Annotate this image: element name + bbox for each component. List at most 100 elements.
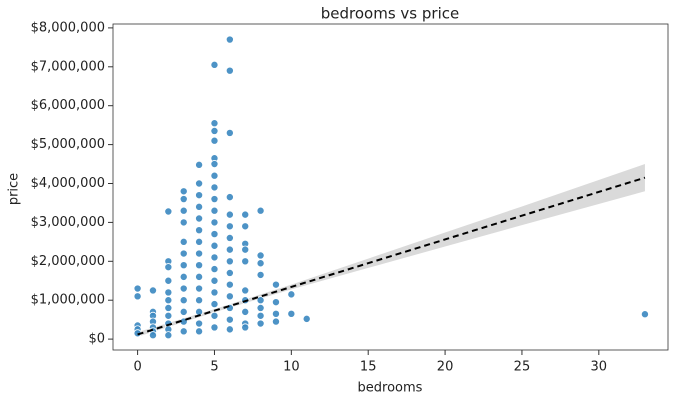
point <box>225 233 234 242</box>
x-tick-label: 0 <box>133 360 141 375</box>
y-tick-label: $2,000,000 <box>31 254 105 269</box>
point <box>195 261 204 270</box>
point <box>195 237 204 246</box>
x-tick-label: 10 <box>283 360 300 375</box>
point <box>225 257 234 266</box>
regression-line <box>137 176 646 336</box>
point <box>195 202 204 211</box>
point <box>225 268 234 277</box>
point <box>179 195 188 204</box>
confidence-band <box>137 164 645 337</box>
y-tick-label: $1,000,000 <box>31 293 105 308</box>
point <box>225 128 234 137</box>
x-tick-label: 5 <box>210 360 218 375</box>
point <box>210 136 219 145</box>
point <box>225 66 234 75</box>
point <box>195 296 204 305</box>
x-tick-label: 15 <box>360 360 377 375</box>
point <box>225 315 234 324</box>
point <box>256 259 265 268</box>
point <box>271 317 280 326</box>
point <box>210 241 219 250</box>
point <box>210 311 219 320</box>
point <box>195 179 204 188</box>
point <box>210 206 219 215</box>
point <box>241 286 250 295</box>
point <box>164 207 173 216</box>
point <box>210 288 219 297</box>
point <box>133 284 142 293</box>
y-tick-label: $4,000,000 <box>31 176 105 191</box>
point <box>225 303 234 312</box>
point <box>241 257 250 266</box>
point <box>164 296 173 305</box>
point <box>179 296 188 305</box>
point <box>225 222 234 231</box>
point <box>164 263 173 272</box>
x-axis-label: bedrooms <box>358 381 423 396</box>
point <box>210 171 219 180</box>
point <box>195 319 204 328</box>
point <box>164 276 173 285</box>
y-tick-label: $8,000,000 <box>31 20 105 35</box>
point <box>179 206 188 215</box>
point <box>148 331 157 340</box>
point <box>195 249 204 258</box>
y-tick-label: $3,000,000 <box>31 215 105 230</box>
point <box>179 237 188 246</box>
x-tick-label: 20 <box>437 360 454 375</box>
point <box>256 319 265 328</box>
point <box>210 183 219 192</box>
x-tick-label: 30 <box>591 360 608 375</box>
point <box>148 286 157 295</box>
point <box>210 276 219 285</box>
point <box>210 160 219 169</box>
point <box>195 226 204 235</box>
point <box>287 309 296 318</box>
point <box>210 300 219 309</box>
point <box>210 253 219 262</box>
y-tick-label: $0 <box>88 332 105 347</box>
point <box>302 314 311 323</box>
point <box>241 245 250 254</box>
point <box>241 210 250 219</box>
point <box>179 284 188 293</box>
point <box>225 35 234 44</box>
point <box>210 323 219 332</box>
point <box>210 230 219 239</box>
point <box>179 327 188 336</box>
point <box>225 193 234 202</box>
point <box>225 245 234 254</box>
y-tick-label: $6,000,000 <box>31 98 105 113</box>
y-tick-label: $5,000,000 <box>31 137 105 152</box>
plot-frame <box>112 23 669 351</box>
point <box>195 214 204 223</box>
point <box>179 307 188 316</box>
point <box>256 311 265 320</box>
point <box>241 323 250 332</box>
point <box>256 206 265 215</box>
point <box>241 222 250 231</box>
point <box>195 160 204 169</box>
point <box>640 310 649 319</box>
point <box>256 270 265 279</box>
point <box>179 272 188 281</box>
point <box>271 298 280 307</box>
point <box>271 309 280 318</box>
y-tick-label: $7,000,000 <box>31 59 105 74</box>
point <box>256 251 265 260</box>
x-tick-label: 25 <box>514 360 531 375</box>
chart-title: bedrooms vs price <box>321 5 459 23</box>
point <box>210 218 219 227</box>
point <box>210 119 219 128</box>
point <box>179 261 188 270</box>
point <box>195 191 204 200</box>
point <box>210 265 219 274</box>
point <box>287 290 296 299</box>
point <box>225 280 234 289</box>
point <box>241 307 250 316</box>
point <box>225 292 234 301</box>
point <box>164 303 173 312</box>
point <box>179 218 188 227</box>
